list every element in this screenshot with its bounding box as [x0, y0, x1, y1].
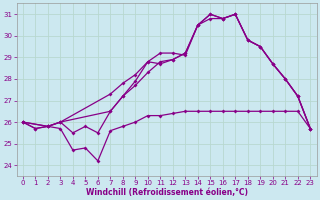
X-axis label: Windchill (Refroidissement éolien,°C): Windchill (Refroidissement éolien,°C): [85, 188, 248, 197]
